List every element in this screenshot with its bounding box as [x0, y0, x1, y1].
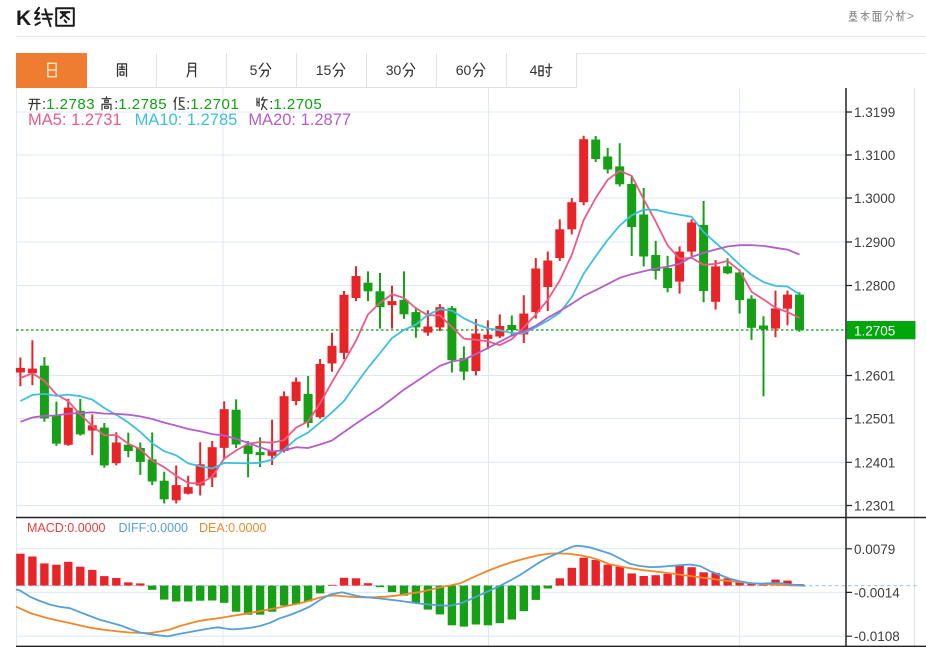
svg-text:-0.0108: -0.0108 — [854, 629, 900, 644]
svg-text:1.2800: 1.2800 — [854, 279, 895, 294]
svg-text:1.2301: 1.2301 — [854, 499, 895, 514]
svg-text:1.3000: 1.3000 — [854, 191, 895, 206]
svg-text:1.3100: 1.3100 — [854, 148, 895, 163]
svg-text:1.2401: 1.2401 — [854, 455, 895, 470]
svg-text:1.2501: 1.2501 — [854, 412, 895, 427]
svg-text:1.2705: 1.2705 — [854, 323, 895, 338]
svg-text:1.2601: 1.2601 — [854, 369, 895, 384]
svg-text:1.3199: 1.3199 — [854, 105, 895, 120]
svg-text:0.0079: 0.0079 — [854, 542, 895, 557]
svg-text:1.2900: 1.2900 — [854, 235, 895, 250]
svg-text:-0.0014: -0.0014 — [854, 585, 900, 600]
